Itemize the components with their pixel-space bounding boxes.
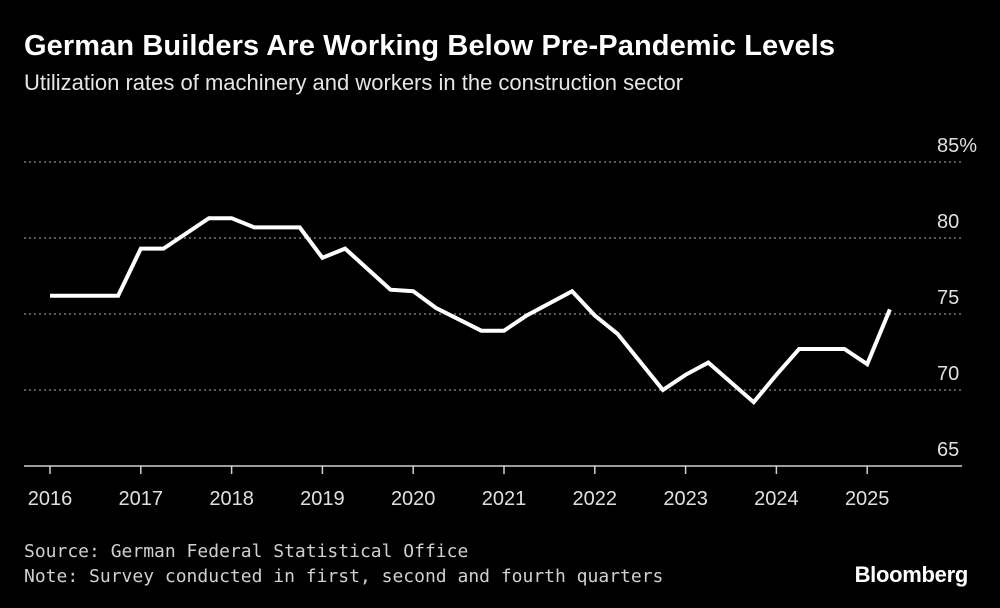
x-tick-label: 2017 — [119, 488, 164, 510]
x-tick-label: 2025 — [845, 488, 890, 510]
x-tick-label: 2020 — [391, 488, 436, 510]
chart-title: German Builders Are Working Below Pre-Pa… — [24, 30, 836, 62]
x-tick-label: 2016 — [28, 488, 73, 510]
y-tick-label: 85% — [937, 135, 977, 157]
series-line — [50, 216, 892, 406]
x-tick-label: 2019 — [300, 488, 345, 510]
bloomberg-logo: Bloomberg — [854, 562, 969, 587]
x-tick-label: 2022 — [573, 488, 618, 510]
x-tick-label: 2024 — [754, 488, 799, 510]
source-note: Source: German Federal Statistical Offic… — [24, 541, 469, 562]
y-tick-label: 75 — [937, 287, 959, 309]
x-tick-label: 2023 — [663, 488, 708, 510]
y-tick-label: 80 — [937, 211, 959, 233]
y-tick-label: 65 — [937, 439, 959, 461]
x-tick-label: 2018 — [209, 488, 254, 510]
footnote: Note: Survey conducted in first, second … — [24, 566, 664, 587]
y-tick-label: 70 — [937, 363, 959, 385]
x-tick-label: 2021 — [482, 488, 527, 510]
chart-subtitle: Utilization rates of machinery and worke… — [24, 70, 684, 95]
